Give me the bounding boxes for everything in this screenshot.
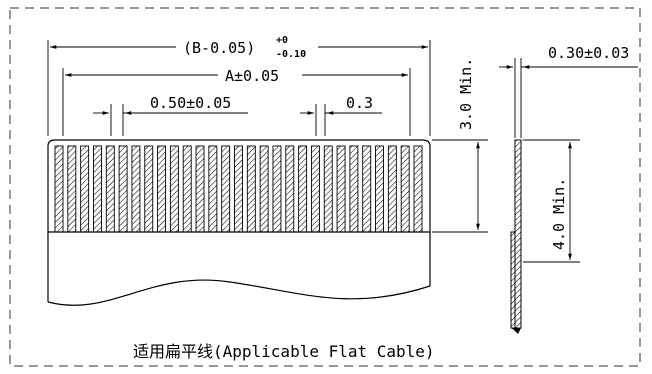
conductor — [310, 145, 320, 233]
drawing-frame — [9, 7, 641, 367]
conductor — [323, 145, 333, 233]
conductor — [169, 145, 179, 233]
cable-front-view — [47, 139, 431, 306]
conductor — [93, 145, 102, 233]
exposed-length-label: 3.0 Min. — [457, 58, 475, 130]
overall-width-dimension: (B-0.05) +0 -0.10 — [47, 35, 431, 136]
conductor — [80, 145, 90, 233]
exposed-length-dimension: 3.0 Min. — [432, 58, 488, 233]
conductor — [157, 145, 167, 233]
conductor — [285, 145, 295, 233]
cable-side-view: 0.30±0.03 4.0 Min. — [499, 44, 638, 334]
conductor — [131, 145, 141, 233]
cable-outline — [47, 139, 431, 233]
conductor — [349, 145, 359, 233]
conductor — [118, 145, 128, 233]
cable-break-line — [47, 279, 431, 306]
conductor — [208, 145, 218, 233]
conductor — [182, 145, 192, 233]
conductor — [272, 145, 282, 233]
conductor-width-dimension: 0.3 — [300, 94, 382, 136]
conductor-width-label: 0.3 — [346, 94, 373, 112]
conductor — [259, 145, 269, 233]
conductor — [67, 145, 77, 233]
conductor — [221, 145, 231, 233]
conductor — [195, 145, 205, 233]
conductor — [336, 145, 346, 233]
pitch-dimension: 0.50±0.05 — [93, 94, 248, 136]
overall-tol-upper: +0 — [276, 35, 288, 46]
conductor — [246, 145, 256, 233]
stiffener-length-label: 4.0 Min. — [550, 178, 568, 250]
conductor — [298, 145, 308, 233]
conductor — [413, 145, 423, 233]
overall-tol-lower: -0.10 — [276, 49, 306, 60]
conductor — [387, 145, 397, 233]
conductor — [234, 145, 243, 233]
overall-width-label: (B-0.05) — [183, 39, 255, 57]
conductor-span-dimension: A±0.05 — [62, 67, 411, 136]
conductor — [54, 145, 64, 233]
thickness-label: 0.30±0.03 — [548, 44, 629, 62]
conductor — [362, 145, 372, 233]
conductor — [400, 145, 410, 233]
conductor — [375, 145, 384, 233]
conductor — [105, 145, 115, 233]
conductor-group — [54, 145, 423, 233]
caption: 适用扁平线(Applicable Flat Cable) — [133, 342, 435, 361]
pitch-label: 0.50±0.05 — [150, 94, 231, 112]
side-conductor — [514, 139, 522, 329]
conductor-span-label: A±0.05 — [225, 67, 279, 85]
side-stiffener — [510, 231, 516, 329]
conductor — [144, 145, 154, 233]
